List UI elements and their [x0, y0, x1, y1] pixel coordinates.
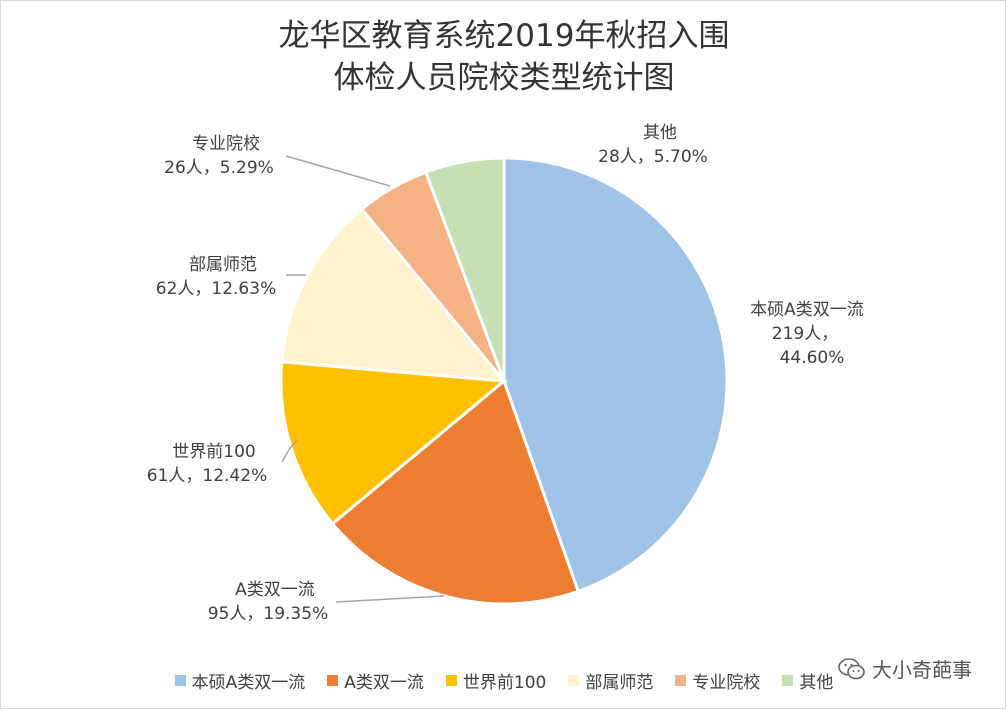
label-group-其他: 其他 28人，5.70%	[598, 123, 708, 167]
pie-slice-其他	[423, 156, 506, 382]
legend-item: 部属师范	[568, 668, 653, 693]
pie-slice-本硕A类双一流	[502, 156, 729, 594]
legend-item: A类双一流	[327, 668, 424, 693]
legend-item: 专业院校	[675, 668, 760, 693]
data-label-count: 219人，	[772, 324, 838, 344]
data-label-name: 本硕A类双一流	[750, 300, 864, 320]
label-group-本硕A类双一流: 本硕A类双一流 219人， 44.60%	[750, 300, 864, 368]
wechat-watermark: 大小奇葩事	[834, 652, 976, 685]
label-group-部属师范: 部属师范 62人，12.63%	[156, 255, 276, 299]
legend-swatch	[174, 675, 186, 686]
watermark-text: 大小奇葩事	[872, 658, 972, 682]
pie-slice-部属师范	[280, 207, 508, 383]
leader-line	[335, 595, 445, 603]
data-label-name: 专业院校	[192, 134, 260, 154]
legend-swatch	[327, 675, 339, 686]
chart-title-line-1: 龙华区教育系统2019年秋招入围	[278, 18, 730, 54]
wechat-icon	[838, 657, 865, 679]
chart-legend: 本硕A类双一流 A类双一流 世界前100 部属师范 专业院校 其他	[0, 668, 1008, 693]
leader-line	[281, 439, 298, 463]
legend-swatch	[445, 675, 457, 686]
label-group-世界前100: 世界前100 61人，12.42%	[147, 442, 267, 486]
data-label-value: 28人，5.70%	[598, 147, 708, 167]
legend-swatch	[782, 675, 794, 686]
data-label-name: 世界前100	[172, 442, 255, 462]
pie-slice-A类双一流	[330, 378, 581, 606]
data-label-value: 26人，5.29%	[164, 158, 274, 178]
legend-label: 其他	[799, 673, 834, 693]
data-label-percent: 44.60%	[780, 348, 845, 368]
legend-label: 专业院校	[692, 673, 761, 693]
legend-swatch	[675, 675, 687, 686]
data-label-value: 62人，12.63%	[156, 279, 276, 299]
label-group-A类双一流: A类双一流 95人，19.35%	[208, 580, 328, 624]
legend-label: 世界前100	[462, 673, 547, 693]
legend-item: 世界前100	[445, 668, 547, 693]
legend-label: 本硕A类双一流	[191, 673, 306, 693]
legend-label: 部属师范	[585, 673, 654, 693]
legend-swatch	[568, 675, 580, 686]
legend-item: 其他	[782, 668, 833, 693]
data-label-name: 其他	[643, 123, 677, 143]
legend-label: A类双一流	[344, 673, 424, 693]
leader-line	[285, 155, 391, 187]
label-group-专业院校: 专业院校 26人，5.29%	[164, 134, 274, 178]
chart-title-line-2: 体检人员院校类型统计图	[333, 60, 675, 96]
data-label-value: 95人，19.35%	[208, 604, 328, 624]
data-label-name: A类双一流	[235, 580, 315, 600]
data-label-value: 61人，12.42%	[147, 466, 267, 486]
legend-item: 本硕A类双一流	[174, 668, 306, 693]
data-label-name: 部属师范	[189, 255, 257, 275]
